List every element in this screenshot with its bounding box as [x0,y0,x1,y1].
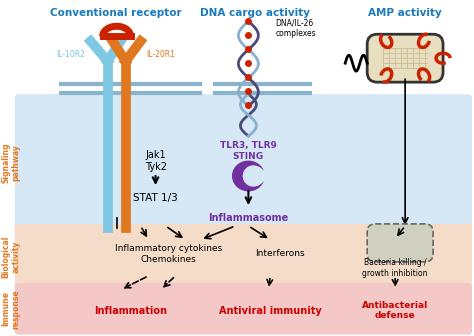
Text: Inflammatory cytokines
Chemokines: Inflammatory cytokines Chemokines [115,244,222,263]
Circle shape [246,167,264,185]
Circle shape [237,164,260,188]
Text: Inflammasome: Inflammasome [208,213,289,223]
Circle shape [243,166,264,186]
Text: DNA/IL-26
complexes: DNA/IL-26 complexes [275,18,316,38]
Text: Bacteria killing /
growth inhibition: Bacteria killing / growth inhibition [363,258,428,278]
Text: Signaling
pathway: Signaling pathway [1,143,20,183]
Text: Jak1
Tyk2: Jak1 Tyk2 [145,150,166,172]
Text: Inflammation: Inflammation [94,306,167,316]
Text: Conventional receptor: Conventional receptor [50,8,182,18]
Text: Biological
activity: Biological activity [1,236,20,278]
FancyBboxPatch shape [15,224,472,290]
FancyBboxPatch shape [15,283,472,335]
FancyBboxPatch shape [15,94,472,232]
Text: Antibacterial
defense: Antibacterial defense [362,301,428,321]
FancyBboxPatch shape [367,224,433,262]
Text: IL-20R1: IL-20R1 [146,50,175,59]
FancyBboxPatch shape [367,34,443,82]
Text: IL-10R2: IL-10R2 [56,50,85,59]
Text: STAT 1/3: STAT 1/3 [133,193,178,203]
Text: Interferons: Interferons [255,249,305,258]
Text: DNA cargo activity: DNA cargo activity [201,8,310,18]
Text: Immune
response: Immune response [1,289,20,329]
Text: TLR3, TLR9
STING: TLR3, TLR9 STING [220,141,277,161]
Text: AMP activity: AMP activity [368,8,442,18]
Text: Antiviral immunity: Antiviral immunity [219,306,322,316]
